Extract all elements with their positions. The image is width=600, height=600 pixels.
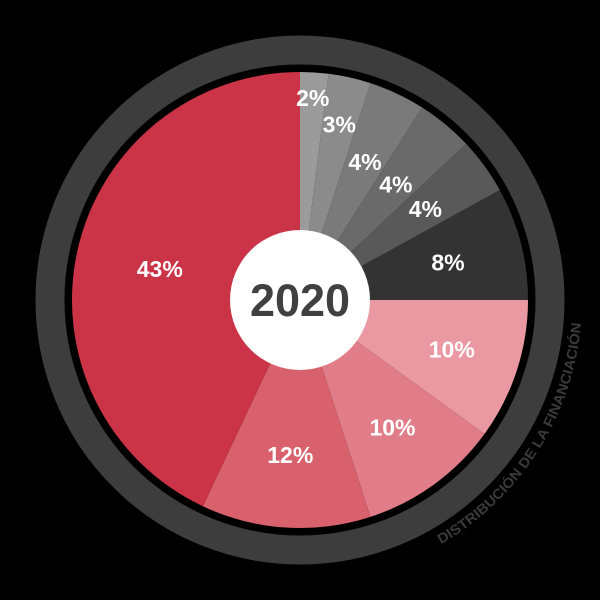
outer-ring (35, 35, 565, 565)
slice-label: 43% (137, 256, 183, 282)
slice-labels-group: 2%3%4%4%4%8%10%10%12%43% (137, 85, 475, 468)
slice-label: 8% (431, 249, 464, 275)
slice-label: 4% (348, 149, 381, 175)
slice-label: 4% (379, 171, 412, 197)
slice-label: 10% (369, 415, 415, 441)
pie-slice (300, 300, 485, 517)
slice-label: 2% (296, 85, 329, 111)
pie-slice (71, 72, 300, 507)
slice-label: 3% (323, 111, 356, 137)
slice-label: 10% (429, 337, 475, 363)
center-year-label: 2020 (250, 275, 350, 326)
pie-slice (202, 300, 371, 529)
donut-hole (230, 230, 370, 370)
slice-label: 4% (409, 196, 442, 222)
slice-label: 12% (267, 442, 313, 468)
